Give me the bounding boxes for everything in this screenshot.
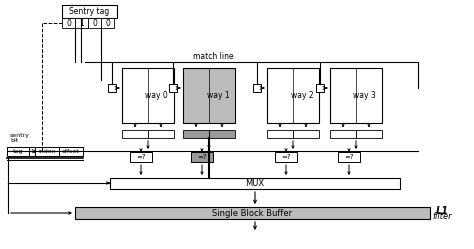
- Bar: [253, 84, 261, 92]
- Bar: [88, 18, 101, 28]
- Bar: [356, 130, 382, 138]
- Text: L1: L1: [436, 205, 448, 215]
- Text: ▷: ▷: [255, 85, 259, 90]
- Bar: [267, 68, 319, 123]
- Bar: [75, 18, 88, 28]
- Bar: [108, 84, 116, 92]
- Text: way 0: way 0: [146, 91, 168, 100]
- Bar: [330, 130, 356, 138]
- Bar: [110, 178, 400, 189]
- Bar: [29, 147, 35, 156]
- Bar: [169, 84, 177, 92]
- Bar: [62, 5, 117, 18]
- Bar: [148, 130, 174, 138]
- Text: sentry
bit: sentry bit: [10, 133, 30, 143]
- Text: way 3: way 3: [354, 91, 376, 100]
- Bar: [330, 68, 382, 123]
- Text: tag: tag: [13, 149, 23, 154]
- Text: 1: 1: [79, 18, 84, 27]
- Bar: [122, 130, 148, 138]
- Text: ▷: ▷: [110, 85, 114, 90]
- Bar: [75, 207, 430, 219]
- Text: filter: filter: [432, 211, 452, 221]
- Bar: [293, 130, 319, 138]
- Text: =?: =?: [281, 154, 291, 160]
- Bar: [267, 130, 293, 138]
- Bar: [275, 152, 297, 162]
- Bar: [130, 152, 152, 162]
- Bar: [183, 130, 209, 138]
- Text: ▷: ▷: [319, 85, 322, 90]
- Bar: [7, 147, 29, 156]
- Bar: [209, 130, 235, 138]
- Text: 1: 1: [30, 149, 34, 154]
- Text: way 1: way 1: [207, 91, 229, 100]
- Bar: [191, 152, 213, 162]
- Bar: [183, 68, 235, 123]
- Text: offset: offset: [62, 149, 80, 154]
- Text: =?: =?: [197, 154, 207, 160]
- Text: Sentry tag: Sentry tag: [69, 7, 109, 16]
- Text: 0: 0: [66, 18, 71, 27]
- Text: 0: 0: [105, 18, 110, 27]
- Text: 0: 0: [92, 18, 97, 27]
- Bar: [316, 84, 324, 92]
- Text: way 2: way 2: [291, 91, 313, 100]
- Bar: [101, 18, 114, 28]
- Text: =?: =?: [344, 154, 354, 160]
- Text: =?: =?: [136, 154, 146, 160]
- Text: match line: match line: [193, 52, 233, 61]
- Bar: [62, 18, 75, 28]
- Text: Single Block Buffer: Single Block Buffer: [212, 208, 292, 217]
- Bar: [122, 68, 174, 123]
- Text: ▷: ▷: [172, 85, 175, 90]
- Bar: [59, 147, 83, 156]
- Bar: [338, 152, 360, 162]
- Bar: [35, 147, 59, 156]
- Text: MUX: MUX: [246, 179, 264, 188]
- Text: index: index: [38, 149, 55, 154]
